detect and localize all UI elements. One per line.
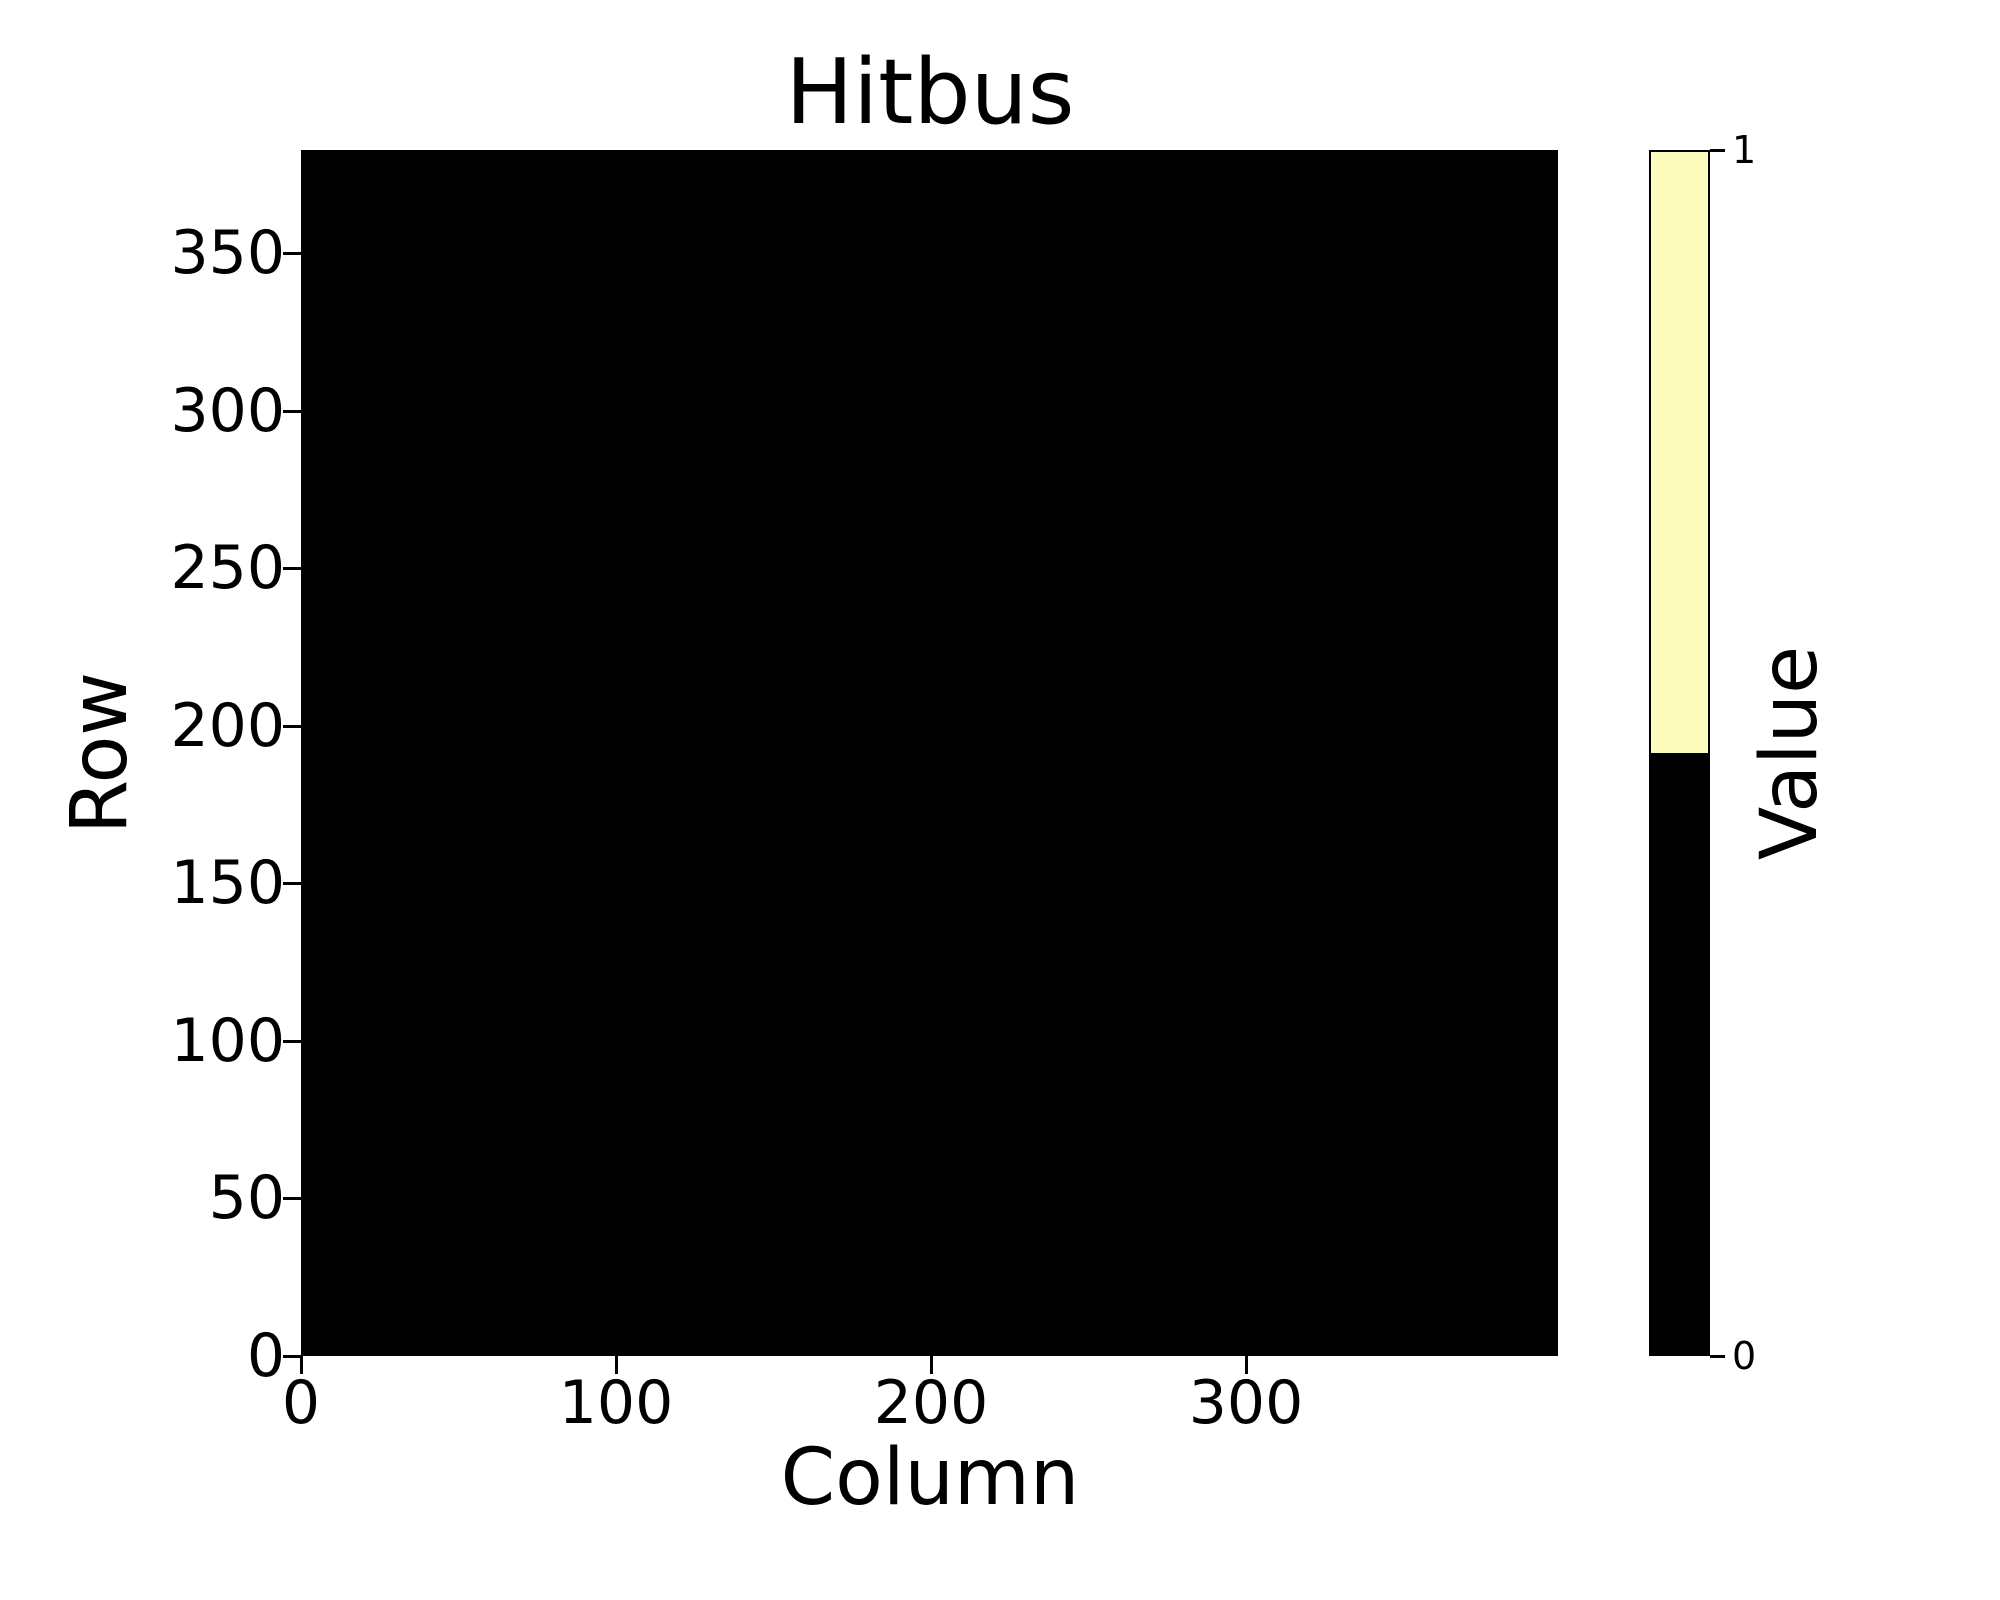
chart-title: Hitbus (785, 40, 1075, 145)
y-tick-label: 150 (170, 848, 285, 918)
y-tick-label: 0 (246, 1321, 285, 1391)
colorbar-segment-low (1651, 753, 1708, 1354)
y-tick-label: 350 (170, 218, 285, 288)
y-axis-label: Row (55, 671, 145, 835)
x-tick-label: 100 (558, 1368, 674, 1438)
y-tick-label: 200 (170, 691, 285, 761)
colorbar-tick-mark (1710, 1354, 1725, 1358)
colorbar-tick-label: 0 (1732, 1334, 1757, 1378)
y-tick-label: 300 (170, 376, 285, 446)
x-tick-label: 200 (873, 1368, 989, 1438)
y-tick-mark (283, 409, 301, 413)
x-tick-mark (299, 1356, 303, 1374)
x-tick-mark (1244, 1356, 1248, 1374)
x-tick-label: 300 (1188, 1368, 1304, 1438)
colorbar (1649, 150, 1710, 1356)
y-tick-mark (283, 724, 301, 728)
colorbar-tick-label: 1 (1732, 128, 1757, 172)
colorbar-segment-high (1651, 152, 1708, 753)
colorbar-tick-mark (1710, 148, 1725, 152)
y-tick-label: 100 (170, 1006, 285, 1076)
x-axis-label: Column (780, 1433, 1080, 1523)
x-tick-label: 0 (281, 1368, 321, 1438)
x-tick-mark (614, 1356, 618, 1374)
x-tick-mark (929, 1356, 933, 1374)
heatmap-plot-area (301, 150, 1558, 1356)
y-tick-mark (283, 1354, 301, 1358)
y-tick-mark (283, 881, 301, 885)
y-tick-mark (283, 566, 301, 570)
y-tick-mark (283, 1039, 301, 1043)
y-tick-label: 50 (208, 1163, 285, 1233)
y-tick-mark (283, 1196, 301, 1200)
y-tick-mark (283, 251, 301, 255)
colorbar-axis-label: Value (1745, 645, 1835, 861)
y-tick-label: 250 (170, 533, 285, 603)
